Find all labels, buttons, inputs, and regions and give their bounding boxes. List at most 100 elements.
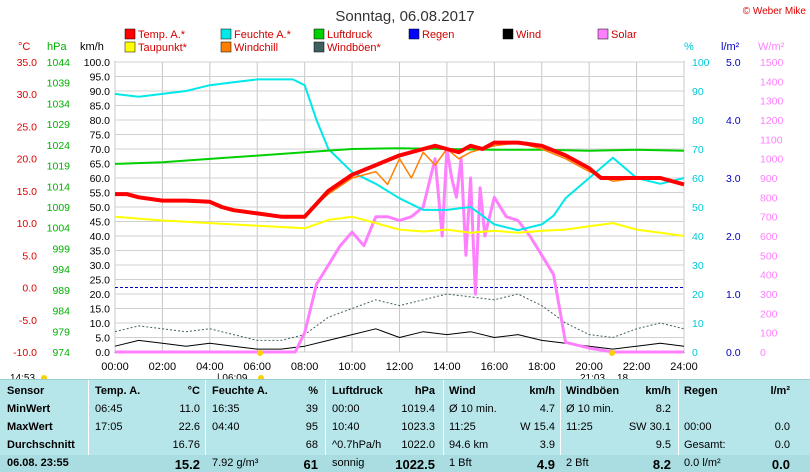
legend-label: Temp. A.* [138,29,186,41]
temp-tick-label: 35.0 [17,57,38,69]
table-cell: 10:40 [332,421,360,433]
time-tick-label: 12:00 [386,361,414,373]
wind-tick-label: 80.0 [90,115,111,127]
table-cell: Ø 10 min. [566,403,614,415]
table-cell: 16:35 [212,403,240,415]
pressure-tick-label: 1024 [47,140,71,152]
solar-tick-label: 800 [760,192,778,204]
table-cell: 1023.3 [401,421,435,433]
wind-tick-label: 75.0 [90,130,111,142]
solar-tick-label: 300 [760,289,778,301]
wind-tick-label: 85.0 [90,101,111,113]
table-cell: 7.92 g/m³ [212,457,259,469]
solar-tick-label: 1100 [760,134,783,146]
row-label: MinWert [7,403,51,415]
table-cell: 9.5 [655,439,671,451]
table-cell: Gesamt: [684,439,726,451]
table-header: Luftdruck [332,385,383,397]
temp-tick-label: -5.0 [19,315,37,327]
markers: 14:53 | 06:09 21:03 18 [10,350,629,379]
wind-tick-label: 95.0 [90,72,111,84]
table-header: Feuchte A. [212,385,268,397]
legend-label: Wind [516,29,541,41]
legend-label: Feuchte A.* [234,29,292,41]
legend: Temp. A.* Feuchte A.* Luftdruck Regen Wind So… [124,28,637,54]
sunset-extra-label: 18 [617,373,629,379]
time-tick-label: 18:00 [528,361,556,373]
solar-tick-label: 900 [760,173,778,185]
table-header: hPa [414,385,435,397]
wind-tick-label: 25.0 [90,275,111,287]
series-line [114,215,685,237]
wind-tick-label: 55.0 [90,188,111,200]
table-cell: 4.9 [536,457,555,472]
temp-tick-label: 25.0 [17,121,38,133]
legend-swatch [313,28,325,40]
wind-tick-label: 70.0 [90,144,111,156]
legend-swatch [124,41,136,53]
legend-label: Solar [611,29,637,41]
pressure-tick-label: 1034 [47,98,71,110]
statistics-panel: Sensor Temp. A. °C Feuchte A.% Luftdruck hPa W… [0,379,810,472]
table-cell: 16.76 [172,439,200,451]
table-header: °C [187,385,200,397]
rain-tick-label: 5.0 [726,57,741,69]
solar-tick-label: 0 [760,347,766,359]
time-tick-label: 24:00 [670,361,698,373]
wind-tick-label: 50.0 [90,202,111,214]
sunrise-time-label: | 06:09 [217,373,248,379]
axes: 35.0 30.0 25.0 20.0 15.0 10.0 5.0 0.0 -5.0 -10.0 1… [13,41,785,373]
series-group [114,78,685,354]
humidity-tick-label: 0 [692,347,698,359]
temp-tick-label: 30.0 [17,89,38,101]
table-header: km/h [529,385,555,397]
time-tick-label: 20:00 [575,361,603,373]
sunset-axis-icon [609,350,615,356]
time-tick-label: 16:00 [481,361,509,373]
pressure-tick-label: 979 [52,326,70,338]
table-cell: 15.2 [174,457,200,472]
pressure-tick-label: 984 [52,306,70,318]
wind-tick-label: 5.0 [95,333,110,345]
pressure-tick-label: 974 [52,347,70,359]
table-header: Wind [449,385,476,397]
humidity-tick-label: 10 [692,318,704,330]
wind-tick-label: 15.0 [90,304,111,316]
table-cell: 2 Bft [566,457,589,469]
wind-unit: km/h [80,41,104,53]
table-header: Windböen [566,385,620,397]
wind-tick-label: 20.0 [90,289,111,301]
table-cell: ^0.7hPa/h [332,439,382,451]
series-line [114,293,685,341]
weather-chart: Sonntag, 06.08.2017 © Weber Mike Temp. A… [10,6,807,379]
series-line [114,78,685,232]
legend-label: Taupunkt* [138,42,188,54]
solar-tick-label: 400 [760,270,778,282]
legend-label: Windchill [234,42,278,54]
series-line [114,328,685,350]
table-cell: SW 30.1 [628,421,671,433]
row-label: MaxWert [7,421,53,433]
humidity-tick-label: 50 [692,202,704,214]
table-cell: 94.6 km [449,439,489,451]
solar-tick-label: 1500 [760,57,784,69]
pressure-tick-label: 999 [52,243,70,255]
humidity-tick-label: 100 [692,57,710,69]
rain-tick-label: 4.0 [726,115,741,127]
table-cell: 11:25 [566,421,593,433]
copyright-text: © Weber Mike [743,6,807,17]
time-tick-label: 08:00 [291,361,319,373]
chart-title: Sonntag, 06.08.2017 [335,8,474,25]
table-cell: 1 Bft [449,457,472,469]
table-header: Sensor [7,385,45,397]
table-cell: 04:40 [212,421,240,433]
time-tick-label: 06:00 [243,361,271,373]
humidity-tick-label: 30 [692,260,704,272]
table-cell: 95 [305,421,318,433]
table-cell: 0.0 l/m² [684,457,721,469]
pressure-tick-label: 1044 [47,57,71,69]
time-tick-label: 10:00 [338,361,366,373]
pressure-tick-label: 1039 [47,78,71,90]
series-line [115,147,684,354]
current-row-bg [0,455,810,472]
